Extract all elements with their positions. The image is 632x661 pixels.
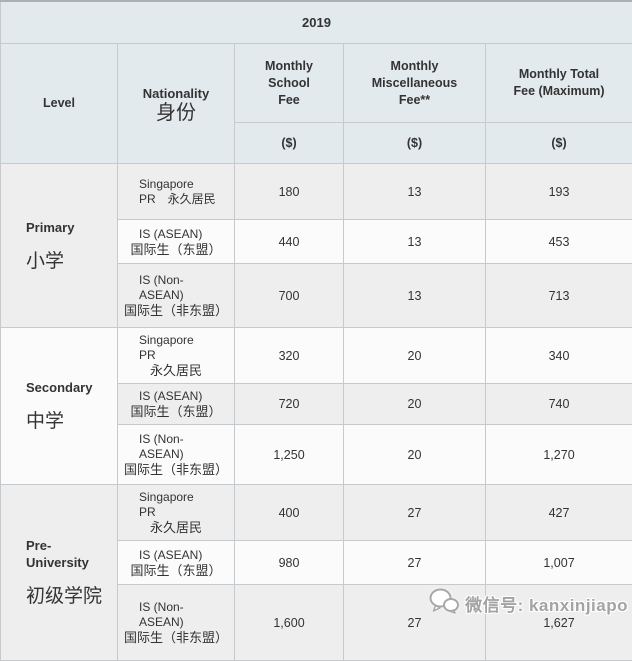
total-fee-unit: ($)	[486, 123, 632, 164]
nationality-column-header: Nationality 身份	[118, 44, 235, 164]
school-fee-column-header: Monthly School Fee	[235, 44, 344, 123]
nationality-header-en: Nationality	[118, 85, 234, 102]
school-fee-cell: 400	[235, 485, 344, 541]
level-cell-pre-university: Pre- University 初级学院	[1, 485, 118, 661]
nationality-cell: IS (Non- ASEAN) 国际生（非东盟）	[118, 425, 235, 485]
nationality-zh: 国际生（非东盟）	[118, 303, 234, 318]
level-label-en: Pre- University	[1, 537, 117, 571]
school-fee-cell: 980	[235, 541, 344, 585]
misc-fee-cell: 27	[344, 541, 486, 585]
total-fee-cell: 427	[486, 485, 632, 541]
nationality-zh: 国际生（非东盟）	[118, 462, 234, 477]
nationality-en: IS (ASEAN)	[118, 389, 234, 404]
nationality-cell: Singapore PR 永久居民	[118, 328, 235, 384]
nationality-en: Singapore PR	[118, 490, 234, 520]
nationality-cell: IS (Non- ASEAN) 国际生（非东盟）	[118, 264, 235, 328]
nationality-en: IS (Non- ASEAN)	[118, 432, 234, 462]
level-column-header: Level	[1, 44, 118, 164]
nationality-cell: IS (ASEAN) 国际生（东盟）	[118, 220, 235, 264]
school-fee-cell: 180	[235, 164, 344, 220]
misc-fee-cell: 13	[344, 164, 486, 220]
nationality-zh: 国际生（非东盟）	[118, 630, 234, 645]
school-fee-cell: 720	[235, 384, 344, 425]
table-row: Primary 小学 Singapore PR 永久居民 180 13 193	[1, 164, 632, 220]
misc-fee-unit: ($)	[344, 123, 486, 164]
nationality-cell: IS (ASEAN) 国际生（东盟）	[118, 541, 235, 585]
total-fee-cell: 1,007	[486, 541, 632, 585]
school-fee-cell: 440	[235, 220, 344, 264]
misc-fee-cell: 13	[344, 264, 486, 328]
table-row: Pre- University 初级学院 Singapore PR 永久居民 4…	[1, 485, 632, 541]
nationality-en: Singapore PR 永久居民	[118, 177, 234, 207]
nationality-zh: 永久居民	[118, 363, 234, 378]
total-fee-cell: 193	[486, 164, 632, 220]
nationality-cell: Singapore PR 永久居民	[118, 164, 235, 220]
misc-fee-cell: 20	[344, 328, 486, 384]
total-fee-cell: 713	[486, 264, 632, 328]
nationality-header-zh: 身份	[118, 105, 234, 122]
column-header-row: Level Nationality 身份 Monthly School Fee …	[1, 44, 632, 123]
nationality-zh: 国际生（东盟）	[118, 563, 234, 578]
school-fee-cell: 700	[235, 264, 344, 328]
nationality-zh: 国际生（东盟）	[118, 242, 234, 257]
year-row: 2019	[1, 1, 632, 44]
level-label-zh: 初级学院	[1, 581, 117, 608]
nationality-zh: 永久居民	[118, 520, 234, 535]
school-fee-cell: 1,250	[235, 425, 344, 485]
level-label-en: Secondary	[1, 379, 117, 396]
total-fee-cell: 1,627	[486, 585, 632, 661]
misc-fee-cell: 20	[344, 425, 486, 485]
school-fee-cell: 320	[235, 328, 344, 384]
misc-fee-column-header: Monthly Miscellaneous Fee**	[344, 44, 486, 123]
level-cell-primary: Primary 小学	[1, 164, 118, 328]
total-fee-cell: 740	[486, 384, 632, 425]
nationality-cell: Singapore PR 永久居民	[118, 485, 235, 541]
total-fee-cell: 453	[486, 220, 632, 264]
level-label-en: Primary	[1, 219, 117, 236]
school-fee-cell: 1,600	[235, 585, 344, 661]
nationality-en: IS (ASEAN)	[118, 548, 234, 563]
total-fee-column-header: Monthly Total Fee (Maximum)	[486, 44, 632, 123]
total-fee-cell: 340	[486, 328, 632, 384]
misc-fee-cell: 27	[344, 485, 486, 541]
misc-fee-cell: 13	[344, 220, 486, 264]
nationality-en: IS (ASEAN)	[118, 227, 234, 242]
nationality-en: IS (Non- ASEAN)	[118, 600, 234, 630]
nationality-cell: IS (ASEAN) 国际生（东盟）	[118, 384, 235, 425]
nationality-en: IS (Non- ASEAN)	[118, 273, 234, 303]
misc-fee-cell: 20	[344, 384, 486, 425]
nationality-en: Singapore PR	[118, 333, 234, 363]
table-row: Secondary 中学 Singapore PR 永久居民 320 20 34…	[1, 328, 632, 384]
total-fee-cell: 1,270	[486, 425, 632, 485]
nationality-zh: 国际生（东盟）	[118, 404, 234, 419]
school-fee-unit: ($)	[235, 123, 344, 164]
level-cell-secondary: Secondary 中学	[1, 328, 118, 485]
level-label-zh: 中学	[1, 406, 117, 433]
level-label-zh: 小学	[1, 246, 117, 273]
year-header: 2019	[1, 1, 632, 44]
misc-fee-cell: 27	[344, 585, 486, 661]
nationality-cell: IS (Non- ASEAN) 国际生（非东盟）	[118, 585, 235, 661]
